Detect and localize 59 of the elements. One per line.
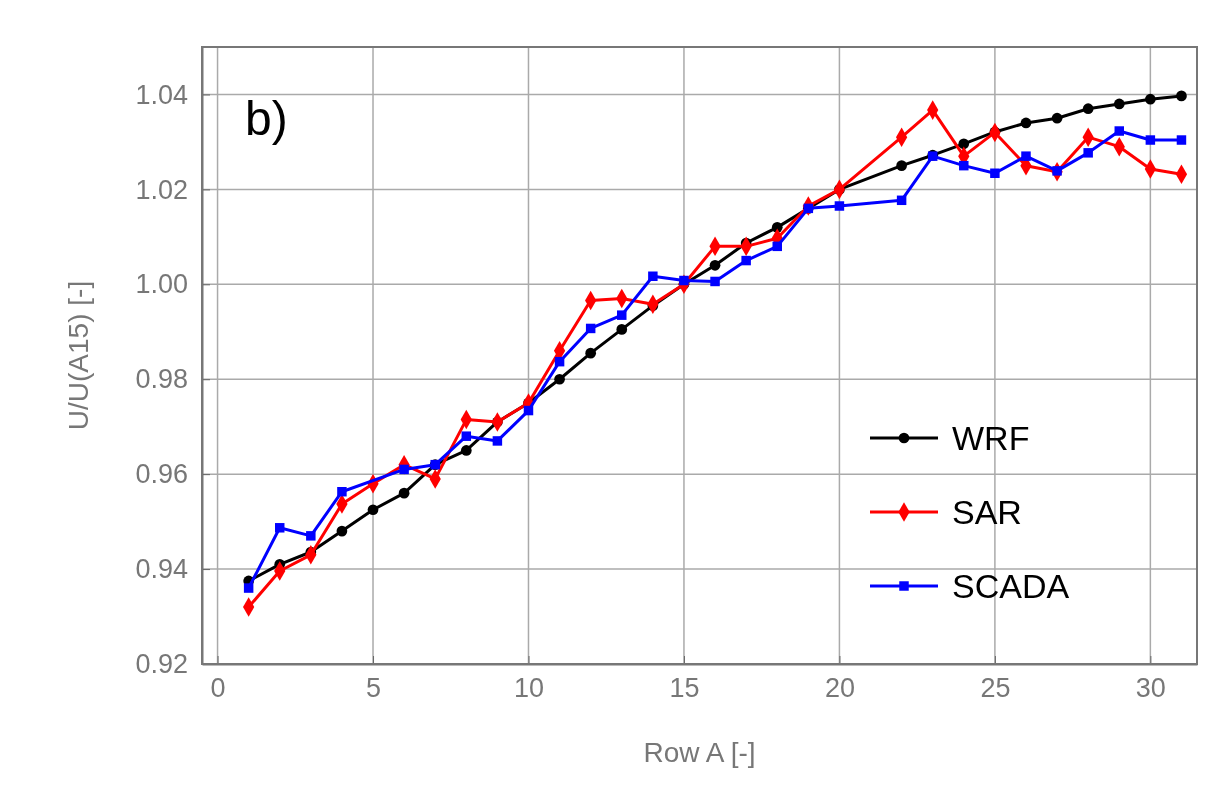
point bbox=[959, 160, 969, 171]
point bbox=[1113, 98, 1125, 110]
point bbox=[896, 195, 907, 206]
point bbox=[243, 583, 254, 593]
point bbox=[1083, 148, 1093, 158]
point bbox=[958, 138, 970, 150]
y-axis-title: U/U(A15) [-] bbox=[63, 280, 94, 431]
point bbox=[274, 523, 285, 533]
point bbox=[648, 271, 658, 281]
point bbox=[1082, 103, 1094, 115]
x-tick-label: 0 bbox=[210, 673, 226, 704]
legend-label: WRF bbox=[952, 419, 1030, 457]
point bbox=[741, 255, 751, 266]
point bbox=[1020, 117, 1032, 129]
y-tick-label: 1.04 bbox=[135, 79, 188, 110]
point bbox=[1114, 126, 1125, 136]
point bbox=[1145, 93, 1156, 105]
point bbox=[398, 487, 410, 499]
x-tick-label: 15 bbox=[669, 673, 700, 704]
point bbox=[1176, 90, 1187, 102]
point bbox=[367, 504, 379, 516]
point bbox=[337, 486, 347, 497]
point bbox=[834, 201, 845, 211]
point bbox=[896, 160, 907, 171]
x-axis-title: Row A [-] bbox=[643, 737, 756, 768]
point bbox=[554, 356, 565, 367]
point bbox=[1051, 112, 1063, 124]
legend-label: SAR bbox=[952, 493, 1022, 531]
point bbox=[1021, 151, 1031, 161]
point bbox=[461, 431, 472, 441]
x-tick-label: 10 bbox=[513, 673, 545, 704]
point bbox=[616, 324, 628, 335]
legend-label: SCADA bbox=[952, 567, 1070, 605]
x-tick-label: 30 bbox=[1135, 673, 1166, 704]
y-tick-label: 1.02 bbox=[135, 174, 188, 205]
y-tick-label: 0.92 bbox=[135, 649, 188, 680]
annotation: b) bbox=[245, 92, 288, 145]
point bbox=[554, 373, 565, 385]
y-tick-label: 0.96 bbox=[135, 459, 188, 490]
point bbox=[1145, 135, 1156, 145]
x-tick-label: 25 bbox=[980, 673, 1011, 704]
point bbox=[523, 405, 534, 416]
point bbox=[617, 310, 627, 320]
point bbox=[306, 531, 316, 541]
point bbox=[585, 347, 597, 359]
point bbox=[492, 436, 503, 446]
point bbox=[460, 445, 472, 456]
y-tick-label: 0.94 bbox=[135, 554, 188, 585]
point bbox=[772, 241, 782, 252]
point bbox=[585, 323, 596, 334]
point bbox=[1176, 135, 1187, 145]
y-tick-label: 1.00 bbox=[135, 269, 188, 300]
point bbox=[709, 259, 721, 271]
x-tick-label: 5 bbox=[366, 673, 382, 704]
point bbox=[990, 168, 1000, 178]
point bbox=[336, 525, 348, 537]
x-tick-label: 20 bbox=[824, 673, 855, 704]
point bbox=[710, 276, 720, 287]
y-tick-label: 0.98 bbox=[135, 364, 188, 395]
